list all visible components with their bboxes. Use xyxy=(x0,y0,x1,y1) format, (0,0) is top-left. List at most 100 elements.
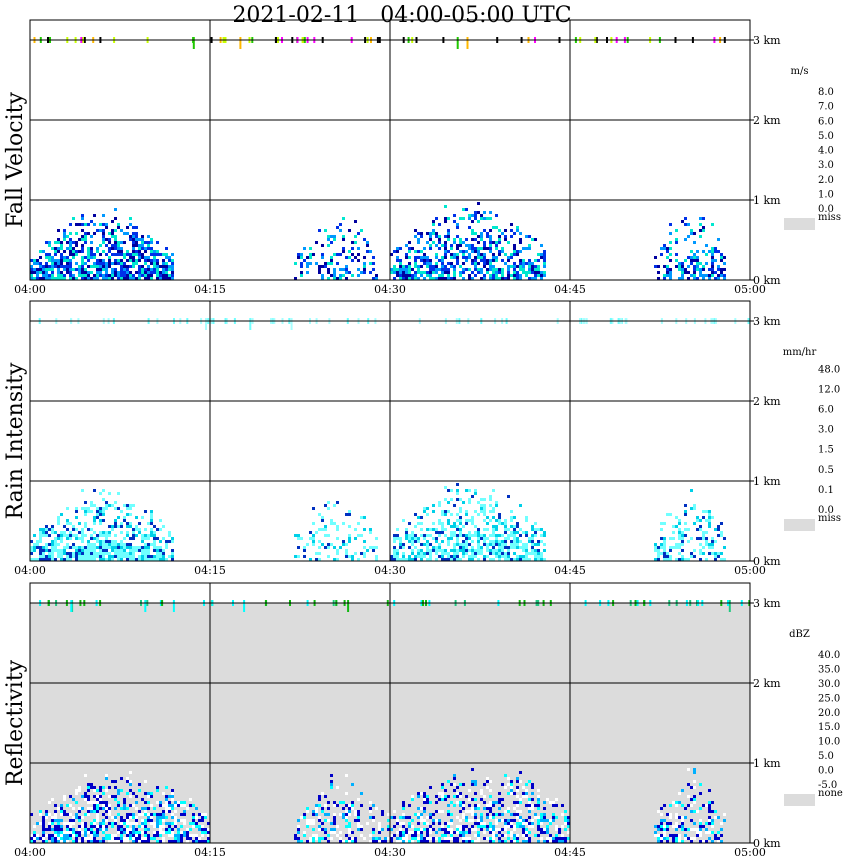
echo-cell xyxy=(657,810,660,813)
echo-cell xyxy=(456,837,459,840)
echo-cell xyxy=(537,789,540,792)
echo-cell xyxy=(54,828,57,831)
echo-cell xyxy=(525,274,528,277)
echo-cell xyxy=(435,235,438,238)
echo-cell xyxy=(405,534,408,537)
echo-cell xyxy=(501,271,504,274)
echo-cell xyxy=(459,549,462,552)
echo-cell xyxy=(165,801,168,804)
echo-cell xyxy=(132,831,135,834)
echo-cell xyxy=(495,525,498,528)
echo-cell xyxy=(69,531,72,534)
echo-cell xyxy=(363,238,366,241)
echo-cell xyxy=(54,831,57,834)
echo-cell xyxy=(501,250,504,253)
echo-cell xyxy=(489,828,492,831)
echo-cell xyxy=(90,253,93,256)
echo-cell xyxy=(438,504,441,507)
echo-cell xyxy=(492,256,495,259)
echo-cell xyxy=(177,819,180,822)
echo-cell xyxy=(75,834,78,837)
echo-cell xyxy=(432,537,435,540)
echo-cell xyxy=(36,271,39,274)
echo-cell xyxy=(669,271,672,274)
echo-cell xyxy=(123,837,126,840)
echo-cell xyxy=(444,534,447,537)
echo-cell xyxy=(342,250,345,253)
echo-cell xyxy=(456,555,459,558)
echo-cell xyxy=(72,555,75,558)
echo-cell xyxy=(351,831,354,834)
echo-cell xyxy=(117,825,120,828)
echo-cell xyxy=(669,241,672,244)
echo-cell xyxy=(711,265,714,268)
echo-cell xyxy=(420,534,423,537)
echo-cell xyxy=(309,558,312,561)
echo-cell xyxy=(165,546,168,549)
echo-cell xyxy=(699,558,702,561)
echo-cell xyxy=(543,813,546,816)
echo-cell xyxy=(696,831,699,834)
echo-cell xyxy=(162,265,165,268)
echo-cell xyxy=(708,801,711,804)
echo-cell xyxy=(300,816,303,819)
echo-cell xyxy=(504,552,507,555)
echo-cell xyxy=(39,268,42,271)
echo-cell xyxy=(678,262,681,265)
echo-cell xyxy=(699,274,702,277)
echo-cell xyxy=(186,831,189,834)
echo-cell xyxy=(171,813,174,816)
echo-cell xyxy=(357,798,360,801)
echo-cell xyxy=(96,546,99,549)
echo-cell xyxy=(69,828,72,831)
echo-cell xyxy=(453,277,456,280)
echo-cell xyxy=(429,813,432,816)
echo-cell xyxy=(171,265,174,268)
echo-cell xyxy=(507,777,510,780)
echo-cell xyxy=(123,268,126,271)
echo-cell xyxy=(498,516,501,519)
echo-cell xyxy=(519,277,522,280)
echo-cell xyxy=(87,558,90,561)
echo-cell xyxy=(93,795,96,798)
echo-cell xyxy=(501,540,504,543)
echo-cell xyxy=(516,825,519,828)
echo-cell xyxy=(147,837,150,840)
echo-cell xyxy=(444,834,447,837)
echo-cell xyxy=(144,262,147,265)
echo-cell xyxy=(498,813,501,816)
echo-cell xyxy=(114,501,117,504)
echo-cell xyxy=(69,259,72,262)
echo-cell xyxy=(495,549,498,552)
echo-cell xyxy=(693,768,696,771)
echo-cell xyxy=(81,247,84,250)
echo-cell xyxy=(396,534,399,537)
echo-cell xyxy=(105,501,108,504)
echo-cell xyxy=(306,810,309,813)
echo-cell xyxy=(111,555,114,558)
echo-cell xyxy=(321,837,324,840)
legend-label: 2.0 xyxy=(818,175,834,186)
echo-cell xyxy=(105,534,108,537)
echo-cell xyxy=(453,837,456,840)
echo-cell xyxy=(468,498,471,501)
echo-cell xyxy=(90,220,93,223)
echo-cell xyxy=(381,813,384,816)
echo-cell xyxy=(510,783,513,786)
echo-cell xyxy=(462,783,465,786)
echo-cell xyxy=(96,819,99,822)
echo-cell xyxy=(150,253,153,256)
echo-cell xyxy=(480,822,483,825)
echo-cell xyxy=(39,558,42,561)
echo-cell xyxy=(417,552,420,555)
echo-cell xyxy=(459,516,462,519)
echo-cell xyxy=(510,540,513,543)
echo-cell xyxy=(114,549,117,552)
echo-cell xyxy=(239,37,242,49)
echo-cell xyxy=(165,795,168,798)
echo-cell xyxy=(471,259,474,262)
echo-cell xyxy=(93,543,96,546)
echo-cell xyxy=(90,825,93,828)
echo-cell xyxy=(516,546,519,549)
echo-cell xyxy=(543,801,546,804)
